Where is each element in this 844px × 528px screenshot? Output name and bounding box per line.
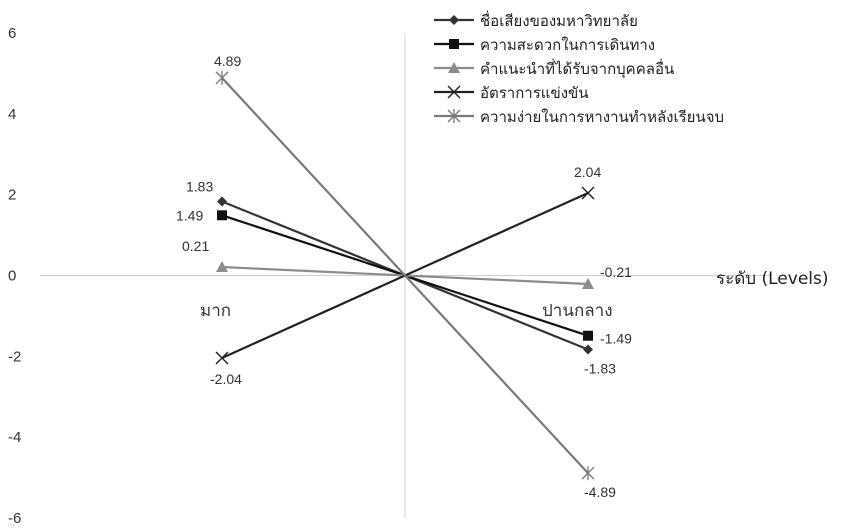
data-point — [583, 330, 593, 341]
data-point — [215, 351, 229, 365]
y-tick-label: 0 — [8, 268, 16, 285]
data-label: -0.21 — [600, 264, 632, 280]
x-axis-title: ระดับ (Levels) — [716, 269, 829, 289]
series-line — [221, 77, 589, 474]
y-tick-label: -4 — [8, 429, 21, 446]
series-4 — [215, 70, 595, 481]
data-label: -1.49 — [600, 331, 632, 347]
legend-label: ความง่ายในการหางานทำหลังเรียนจบ — [480, 108, 724, 126]
legend-label: ชื่อเสียงของมหาวิทยาลัย — [480, 10, 638, 30]
data-label: 0.21 — [182, 238, 209, 254]
y-tick-label: 2 — [8, 187, 16, 204]
legend-marker — [448, 62, 460, 73]
legend-label: อัตราการแข่งขัน — [480, 84, 589, 102]
data-label: -4.89 — [584, 484, 616, 500]
y-tick-label: -2 — [8, 348, 21, 365]
y-tick-label: 4 — [8, 106, 16, 123]
legend-label: ความสะดวกในการเดินทาง — [480, 36, 655, 54]
y-tick-labels: -6 -4 -2 0 2 4 6 — [8, 25, 21, 527]
y-tick-label: 6 — [8, 25, 16, 42]
legend-item: ความง่ายในการหางานทำหลังเรียนจบ — [434, 108, 724, 126]
data-point — [581, 186, 595, 200]
category-label: มาก — [200, 301, 231, 321]
data-label: 4.89 — [214, 53, 241, 69]
legend-item: ความสะดวกในการเดินทาง — [434, 36, 655, 54]
category-labels: มาก ปานกลาง — [200, 301, 613, 321]
legend-marker — [449, 39, 459, 49]
legend-label: คำแนะนำที่ได้รับจากบุคคลอื่น — [480, 58, 674, 79]
data-point — [581, 466, 595, 481]
legend-marker — [447, 109, 461, 123]
data-label: -2.04 — [210, 371, 242, 387]
data-point — [216, 261, 228, 273]
series-lines — [215, 70, 595, 481]
y-tick-label: -6 — [8, 510, 21, 527]
data-label: 1.49 — [176, 207, 203, 223]
data-label: 1.83 — [186, 179, 213, 195]
data-point — [217, 196, 227, 207]
data-point — [582, 277, 594, 289]
data-point — [217, 210, 227, 221]
data-point — [215, 70, 229, 85]
category-label: ปานกลาง — [542, 301, 613, 321]
data-label: -1.83 — [584, 360, 616, 376]
legend-item: อัตราการแข่งขัน — [434, 84, 589, 102]
legend-marker — [449, 15, 459, 25]
legend-marker — [447, 85, 461, 99]
data-label: 2.04 — [574, 164, 601, 180]
legend-item: คำแนะนำที่ได้รับจากบุคคลอื่น — [434, 58, 674, 79]
legend: ชื่อเสียงของมหาวิทยาลัยความสะดวกในการเดิ… — [434, 10, 724, 126]
data-labels: 1.83 -1.83 1.49 -1.49 0.21 -0.21 -2.04 2.04 4.89… — [176, 53, 632, 500]
data-point — [583, 344, 593, 355]
legend-item: ชื่อเสียงของมหาวิทยาลัย — [434, 10, 638, 30]
